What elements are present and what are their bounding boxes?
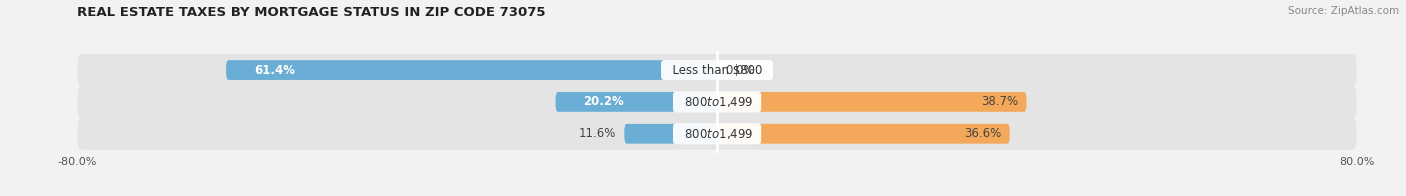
FancyBboxPatch shape <box>717 92 1026 112</box>
FancyBboxPatch shape <box>77 118 1357 150</box>
FancyBboxPatch shape <box>77 86 1357 118</box>
Text: $800 to $1,499: $800 to $1,499 <box>676 127 758 141</box>
FancyBboxPatch shape <box>624 124 717 144</box>
Text: REAL ESTATE TAXES BY MORTGAGE STATUS IN ZIP CODE 73075: REAL ESTATE TAXES BY MORTGAGE STATUS IN … <box>77 6 546 19</box>
FancyBboxPatch shape <box>77 54 1357 86</box>
FancyBboxPatch shape <box>555 92 717 112</box>
FancyBboxPatch shape <box>226 60 717 80</box>
Text: 20.2%: 20.2% <box>583 95 624 108</box>
Text: 0.0%: 0.0% <box>725 64 755 77</box>
Text: Source: ZipAtlas.com: Source: ZipAtlas.com <box>1288 6 1399 16</box>
Text: 11.6%: 11.6% <box>579 127 616 140</box>
Text: Less than $800: Less than $800 <box>665 64 769 77</box>
FancyBboxPatch shape <box>717 124 1010 144</box>
Text: 36.6%: 36.6% <box>965 127 1001 140</box>
Text: $800 to $1,499: $800 to $1,499 <box>676 95 758 109</box>
Text: 61.4%: 61.4% <box>254 64 295 77</box>
Text: 38.7%: 38.7% <box>981 95 1018 108</box>
